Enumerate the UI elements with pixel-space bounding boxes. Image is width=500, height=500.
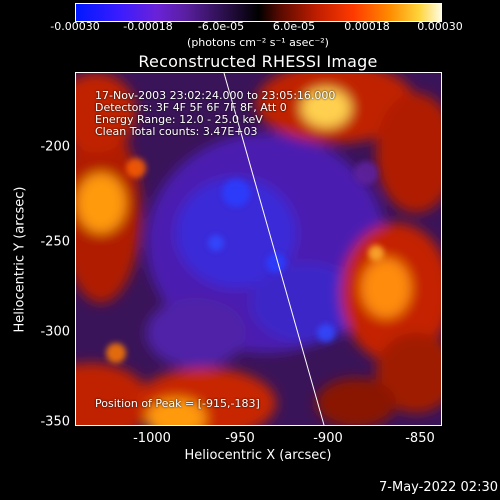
hxr-map bbox=[76, 73, 441, 425]
colorbar bbox=[75, 3, 442, 22]
y-axis-label: Heliocentric Y (arcsec) bbox=[12, 186, 28, 333]
colorbar-tick: -6.0e-05 bbox=[197, 20, 245, 33]
x-axis-label: Heliocentric X (arcsec) bbox=[184, 448, 332, 463]
solar-image bbox=[75, 72, 442, 426]
image-title: Reconstructed RHESSI Image bbox=[138, 52, 378, 71]
clean-info: Clean Total counts: 3.47E+03 bbox=[95, 125, 258, 138]
colorbar-units: (photons cm⁻² s⁻¹ asec⁻²) bbox=[187, 36, 329, 49]
x-tick-label: -900 bbox=[313, 431, 343, 446]
colorbar-tick: -0.00030 bbox=[50, 20, 100, 33]
colorbar-tick: -0.00018 bbox=[123, 20, 173, 33]
x-tick-label: -850 bbox=[405, 431, 435, 446]
x-tick-label: -950 bbox=[225, 431, 255, 446]
y-tick-label: -250 bbox=[40, 234, 70, 250]
solar-limb-line bbox=[223, 73, 325, 425]
x-tick-label: -1000 bbox=[133, 431, 171, 446]
colorbar-tick: 0.00030 bbox=[417, 20, 463, 33]
y-tick-label: -350 bbox=[40, 414, 70, 430]
peak-position: Position of Peak = [-915,-183] bbox=[95, 397, 260, 410]
detectors-info: Detectors: 3F 4F 5F 6F 7F 8F, Att 0 bbox=[95, 101, 287, 114]
date-stamp: 7-May-2022 02:30 bbox=[379, 480, 498, 495]
time-range: 17-Nov-2003 23:02:24.000 to 23:05:16.000 bbox=[95, 89, 336, 102]
energy-range: Energy Range: 12.0 - 25.0 keV bbox=[95, 113, 263, 126]
colorbar-tick: 0.00018 bbox=[344, 20, 390, 33]
y-tick-label: -200 bbox=[40, 139, 70, 155]
y-tick-label: -300 bbox=[40, 324, 70, 340]
colorbar-tick: 6.0e-05 bbox=[272, 20, 316, 33]
